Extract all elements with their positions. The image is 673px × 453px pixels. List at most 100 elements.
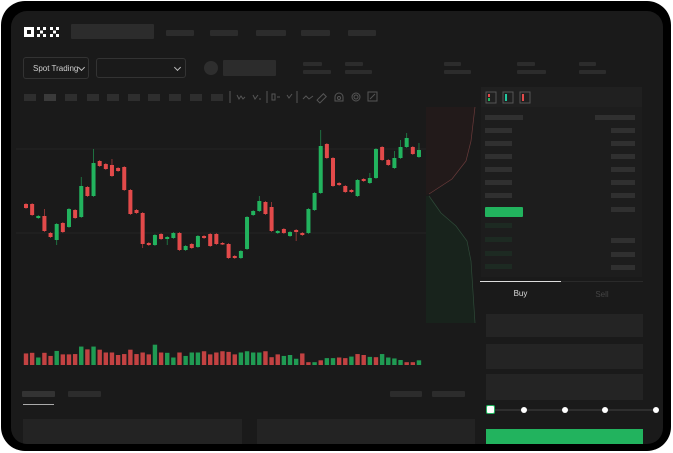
candlestick-chart[interactable] [11,11,431,381]
timeframe-button[interactable] [107,94,119,101]
indicator-icon[interactable] [236,94,246,100]
tab-open-orders[interactable] [22,391,55,397]
candle [103,163,108,170]
bid-row-price[interactable] [485,223,512,228]
ask-row-price[interactable] [485,128,512,133]
candle-body [189,244,194,248]
last-price-badge [485,207,523,217]
candle-body [134,210,139,213]
chevron-icon[interactable] [286,93,293,99]
candle [380,146,385,161]
timeframe-button[interactable] [65,94,77,101]
nav-item[interactable] [256,30,286,36]
timeframe-button[interactable] [87,94,99,101]
timeframe-button[interactable] [148,94,160,101]
candle [263,201,268,215]
volume-bar [293,358,299,365]
stat-value [517,70,546,74]
bid-row-price[interactable] [485,264,512,269]
timeframe-icon[interactable] [271,93,280,101]
volume-bar [275,354,280,365]
stat-label [345,62,363,66]
timeframe-button[interactable] [169,94,181,101]
slider-step-100[interactable] [653,407,659,413]
indicator-alt-icon[interactable] [252,94,261,100]
buy-button[interactable] [486,429,643,444]
market-type-select[interactable]: Spot Trading [23,57,89,79]
bid-row-price[interactable] [485,237,512,242]
timeframe-button[interactable] [128,94,140,101]
candle [189,243,194,249]
ask-row-price[interactable] [485,141,512,146]
candle [300,232,305,236]
ask-row-size [611,180,635,185]
candle [122,166,127,191]
volume-bar [379,354,385,365]
search-bar[interactable] [71,24,154,39]
ask-row-price[interactable] [485,154,512,159]
both-sides-icon[interactable] [485,91,497,104]
slider-step-25[interactable] [521,407,527,413]
amount-input[interactable] [486,344,643,369]
timeframe-button[interactable] [211,94,223,101]
slider-step-50[interactable] [562,407,568,413]
candle [404,133,409,148]
candle-body [103,164,108,169]
asks-icon[interactable] [519,91,531,104]
candle [171,232,176,239]
candle [146,242,151,246]
timeframe-button[interactable] [24,94,36,101]
candle [214,233,219,245]
volume-bar [343,358,348,365]
ask-row-price[interactable] [485,193,512,198]
pair-price [223,60,276,76]
line-icon[interactable] [302,95,314,100]
candle-body [60,223,65,232]
candle-body [324,144,329,158]
amount-slider-track[interactable] [490,409,658,411]
volume-bar [312,362,317,365]
candle [361,178,366,182]
price-input[interactable] [486,314,643,337]
candle-body [294,230,299,232]
volume-bar [122,354,127,365]
total-input[interactable] [486,374,643,400]
candle [140,212,145,248]
timeframe-button-active[interactable] [44,94,56,101]
bid-row-price[interactable] [485,251,512,256]
camera-icon[interactable] [334,92,344,102]
pair-select[interactable] [96,58,186,78]
bids-icon[interactable] [502,91,514,104]
nav-item[interactable] [348,30,376,36]
fullscreen-icon[interactable] [367,91,378,102]
candle-body [195,236,200,247]
volume-bar [91,346,96,365]
tab-buy[interactable]: Buy [513,289,528,298]
tab-sell[interactable]: Sell [595,290,609,299]
candle-body [177,233,182,250]
timeframe-button[interactable] [190,94,202,101]
depth-chart [426,107,476,324]
stat-value [444,70,471,74]
volume-bar [140,352,145,365]
volume-bar [361,355,366,365]
filter-button[interactable] [432,391,465,397]
settings-icon[interactable] [351,92,361,102]
candle-body [355,180,360,196]
ruler-icon[interactable] [316,93,327,104]
candle [91,149,96,197]
nav-item[interactable] [210,30,238,36]
volume-bar [220,351,225,365]
nav-item[interactable] [166,30,194,36]
candle [202,235,207,239]
nav-item[interactable] [301,30,330,36]
filter-button[interactable] [390,391,422,397]
tab-order-history[interactable] [68,391,101,397]
volume-bar [201,351,207,365]
volume-bar [29,352,35,365]
ask-row-price[interactable] [485,167,512,172]
slider-step-75[interactable] [602,407,608,413]
volume-bar [287,355,293,365]
ask-row-price[interactable] [485,180,512,185]
amount-slider-handle[interactable] [486,405,495,414]
